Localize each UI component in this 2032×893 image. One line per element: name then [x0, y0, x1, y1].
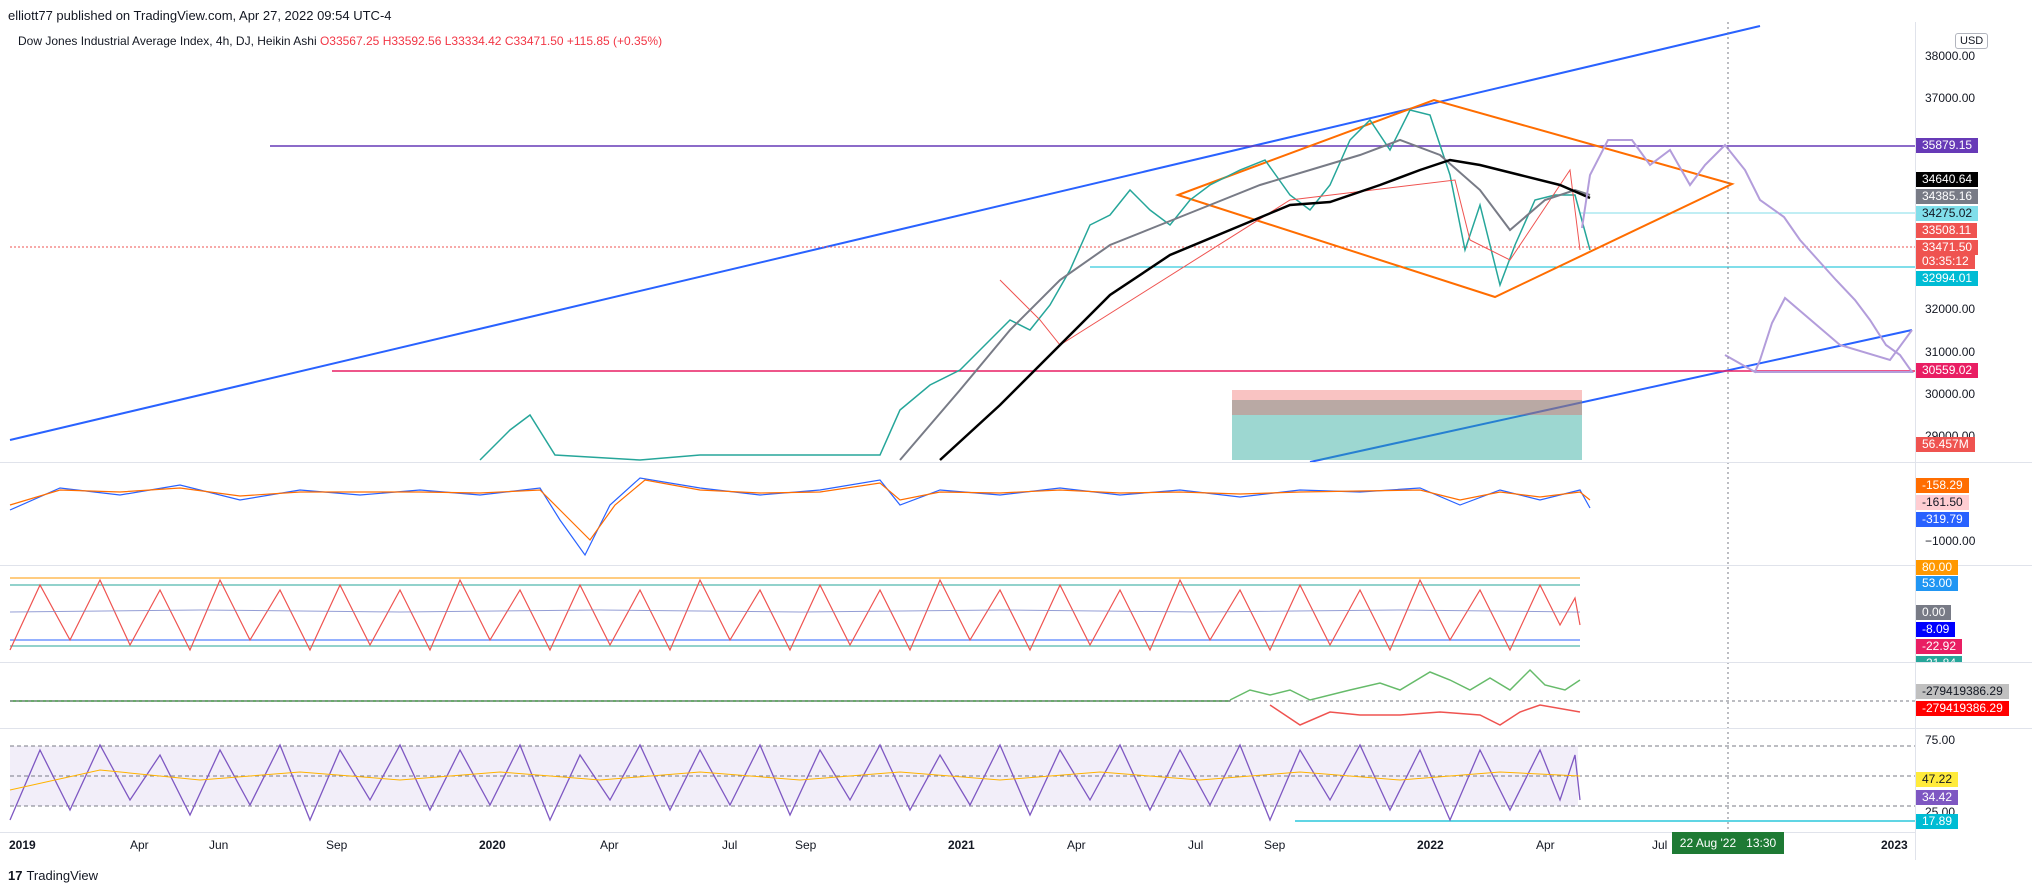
time-label: Jul: [1652, 838, 1668, 852]
macd-pane[interactable]: [9, 477, 1591, 557]
pane-separator[interactable]: [0, 728, 2032, 729]
tradingview-logo-icon: 17: [8, 868, 23, 883]
rsi-tick-75: 75.00: [1925, 733, 1956, 747]
price-tag-cyan: 32994.01: [1916, 271, 1979, 286]
time-label: 2021: [948, 838, 975, 852]
price-tag-black: 34640.64: [1916, 172, 1979, 187]
price-tick: 31000.00: [1925, 345, 1976, 359]
price-tick: 30000.00: [1925, 387, 1976, 401]
price-axis[interactable]: [1915, 22, 2032, 860]
stoch-tag-zero: 0.00: [1916, 605, 1952, 620]
time-label: 2023: [1881, 838, 1908, 852]
price-tag-pink: 30559.02: [1916, 363, 1979, 378]
brand-name: TradingView: [26, 868, 99, 883]
macd-histogram-tag: -161.50: [1916, 495, 1969, 510]
time-label: Apr: [1067, 838, 1086, 852]
price-tag-red: 33508.11: [1916, 223, 1978, 238]
stochastic-blue-line: [9, 609, 1581, 613]
volume-bars: [1232, 390, 1582, 460]
price-series: [479, 109, 1591, 461]
rsi-pane[interactable]: [9, 743, 1915, 822]
time-label: Sep: [795, 838, 817, 852]
time-axis[interactable]: [0, 832, 1915, 861]
price-tag-gray: 34385.16: [1916, 189, 1979, 204]
time-label: 2020: [479, 838, 506, 852]
rsi-signal-tag: 47.22: [1916, 772, 1959, 787]
chart-canvas[interactable]: [0, 22, 1915, 860]
stoch-tag-pink: -22.92: [1916, 639, 1963, 654]
pane-separator[interactable]: [0, 662, 2032, 663]
macd-tag: -158.29: [1916, 478, 1969, 493]
time-label: 2019: [9, 838, 36, 852]
stoch-tag-teal: -21.84: [1916, 656, 1963, 662]
ohlc-change: +115.85 (+0.35%): [566, 34, 663, 48]
cursor-date: 22 Aug '22: [1679, 836, 1737, 850]
price-tag-light-cyan: 34275.02: [1916, 206, 1979, 221]
pane-separator[interactable]: [0, 462, 2032, 463]
obv-tag-red: -279419386.29: [1916, 701, 2009, 716]
macd-line: [9, 477, 1591, 557]
main-price-pane[interactable]: [9, 22, 1915, 832]
rsi-value-tag: 34.42: [1916, 790, 1959, 805]
stochastic-pane[interactable]: [9, 577, 1581, 652]
rsi-line: [9, 743, 1581, 822]
last-price-tag: 33471.50: [1916, 240, 1979, 255]
moving-average-gray: [899, 138, 1591, 461]
time-label: Jul: [722, 838, 738, 852]
time-label: Apr: [600, 838, 619, 852]
stochastic-k-line: [9, 578, 1581, 652]
price-tick: 32000.00: [1925, 302, 1976, 316]
price-tick: 38000.00: [1925, 49, 1976, 63]
time-label: Jul: [1188, 838, 1204, 852]
macd-tick: −1000.00: [1925, 534, 1976, 548]
stoch-tag-53: 53.00: [1916, 576, 1959, 591]
footer-brand[interactable]: 17 TradingView: [8, 868, 98, 883]
projection-path: [1581, 139, 1914, 374]
macd-signal-tag: -319.79: [1916, 512, 1969, 527]
stoch-tag-80: 80.00: [1916, 560, 1959, 575]
obv-red-line: [1269, 704, 1581, 726]
pane-separator[interactable]: [0, 565, 2032, 566]
cursor-date-label: 22 Aug '22 13:30: [1672, 832, 1784, 854]
time-label: 2022: [1417, 838, 1444, 852]
ohlc-low: L33334.42: [444, 34, 502, 48]
time-label: Jun: [209, 838, 229, 852]
moving-average-black: [939, 158, 1591, 461]
stoch-tag-blue: -8.09: [1916, 622, 1956, 637]
lower-channel-line[interactable]: [1309, 329, 1913, 463]
macd-signal-line: [9, 479, 1591, 541]
time-label: Apr: [130, 838, 149, 852]
bar-countdown-tag: 03:35:12: [1916, 254, 1975, 269]
diamond-pattern[interactable]: [1174, 98, 1735, 299]
obv-tag-gray: -279419386.29: [1916, 684, 2009, 699]
ohlc-high: H33592.56: [382, 34, 442, 48]
price-tag-purple: 35879.15: [1916, 138, 1979, 153]
obv-green-line: [1229, 668, 1581, 701]
ohlc-open: O33567.25: [319, 34, 380, 48]
obv-pane[interactable]: [10, 668, 1915, 726]
symbol-legend: Dow Jones Industrial Average Index, 4h, …: [18, 34, 662, 48]
symbol-description: Dow Jones Industrial Average Index, 4h, …: [18, 34, 317, 48]
ohlc-close: C33471.50: [504, 34, 564, 48]
time-label: Sep: [1264, 838, 1286, 852]
time-label: Apr: [1536, 838, 1555, 852]
rsi-support-tag: 17.89: [1916, 814, 1959, 829]
currency-badge[interactable]: USD: [1955, 33, 1989, 49]
publisher-line: elliott77 published on TradingView.com, …: [8, 8, 392, 23]
cursor-time: 13:30: [1746, 836, 1777, 850]
price-tick: 37000.00: [1925, 91, 1976, 105]
volume-tag: 56.457M: [1916, 437, 1975, 452]
upper-channel-line[interactable]: [9, 25, 1761, 441]
rsi-signal-line: [9, 769, 1581, 791]
time-label: Sep: [326, 838, 348, 852]
